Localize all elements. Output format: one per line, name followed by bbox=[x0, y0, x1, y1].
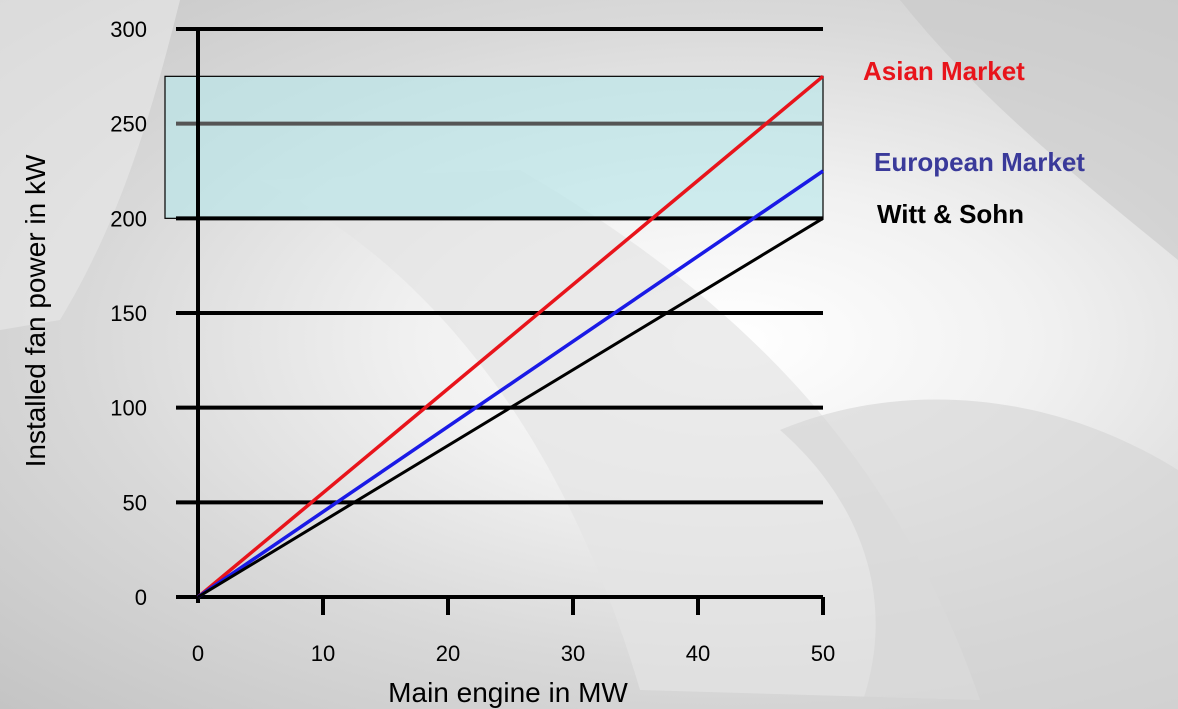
x-axis-title: Main engine in MW bbox=[388, 677, 628, 708]
y-tick-label-150: 150 bbox=[110, 301, 147, 326]
legend-asian-market: Asian Market bbox=[863, 56, 1025, 86]
x-tick-label-50: 50 bbox=[811, 641, 835, 666]
highlight-band bbox=[164, 75, 824, 219]
series-line-witt-sohn bbox=[197, 217, 824, 599]
y-tick-label-0: 0 bbox=[135, 585, 147, 610]
legend-witt-sohn: Witt & Sohn bbox=[877, 199, 1024, 229]
y-tick-label-200: 200 bbox=[110, 206, 147, 231]
x-tick-label-20: 20 bbox=[436, 641, 460, 666]
series-line-european-market bbox=[197, 169, 824, 599]
y-axis-title: Installed fan power in kW bbox=[20, 154, 51, 467]
x-tick-label-30: 30 bbox=[561, 641, 585, 666]
y-tick-label-300: 300 bbox=[110, 17, 147, 42]
y-tick-label-100: 100 bbox=[110, 396, 147, 421]
x-tick-label-0: 0 bbox=[192, 641, 204, 666]
y-tick-label-250: 250 bbox=[110, 112, 147, 137]
x-tick-label-10: 10 bbox=[311, 641, 335, 666]
legend-european-market: European Market bbox=[874, 147, 1085, 177]
y-tick-label-50: 50 bbox=[123, 490, 147, 515]
x-tick-label-40: 40 bbox=[686, 641, 710, 666]
series-line-asian-market bbox=[196, 74, 825, 599]
